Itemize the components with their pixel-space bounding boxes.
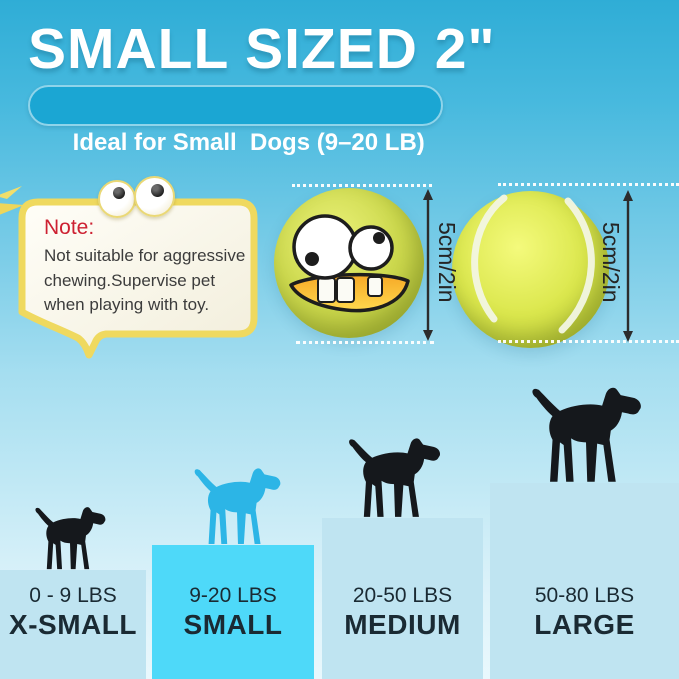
note-body: Not suitable for aggressive chewing.Supe…: [44, 246, 246, 315]
weight-range-label: 0 - 9 LBS: [29, 584, 117, 607]
size-name-label: X-SMALL: [9, 609, 137, 640]
speech-bubble: [18, 198, 258, 359]
size-measurement-label: 5cm/2in: [434, 222, 460, 303]
subtitle-text: Ideal for Small Dogs (9–20 LB): [72, 129, 425, 156]
measure-dotted-line: [292, 184, 432, 187]
measure-dotted-line: [498, 340, 679, 343]
size-name-label: MEDIUM: [344, 609, 461, 640]
note-heading: Note:: [44, 216, 95, 239]
dog-silhouette-icon: [349, 438, 441, 517]
measure-arrow-icon: [423, 189, 433, 341]
tennis-seams-icon: [471, 194, 595, 334]
measure-arrow-icon: [623, 190, 633, 342]
dog-silhouette-icon: [35, 507, 106, 570]
smiley-ball-image: [274, 188, 424, 338]
dog-silhouette-icon: [194, 468, 281, 544]
dog-silhouette-icon: [532, 387, 641, 482]
googly-eye-icon: [98, 180, 136, 218]
size-label: 0 - 9 LBS X-SMALL: [0, 584, 146, 641]
weight-range-label: 9-20 LBS: [189, 584, 277, 607]
size-column-bar: [322, 518, 483, 679]
size-label: 50-80 LBS LARGE: [490, 584, 679, 641]
size-column-bar: [0, 570, 146, 679]
sparkle-icon: [0, 186, 24, 215]
eye-pupil: [113, 187, 125, 199]
subtitle-badge: Ideal for Small Dogs (9–20 LB): [28, 85, 443, 156]
weight-range-label: 50-80 LBS: [534, 584, 635, 607]
size-name-label: LARGE: [534, 609, 635, 640]
weight-range-label: 20-50 LBS: [352, 584, 453, 607]
tennis-ball-image: [452, 191, 609, 348]
eye-pupil: [151, 184, 164, 197]
smiley-face-icon: [289, 214, 410, 313]
measure-dotted-line: [296, 341, 434, 344]
googly-eye-icon: [134, 176, 175, 217]
size-label: 20-50 LBS MEDIUM: [322, 584, 483, 641]
size-name-label: SMALL: [183, 609, 283, 640]
note-content: Note: Not suitable for aggressive chewin…: [44, 216, 252, 318]
size-label: 9-20 LBS SMALL: [152, 584, 314, 641]
size-column-bar: [490, 483, 679, 679]
size-column-bar: [152, 545, 314, 679]
page-title: SMALL SIZED 2": [28, 17, 496, 81]
size-measurement-label: 5cm/2in: [598, 222, 624, 303]
measure-dotted-line: [498, 183, 679, 186]
